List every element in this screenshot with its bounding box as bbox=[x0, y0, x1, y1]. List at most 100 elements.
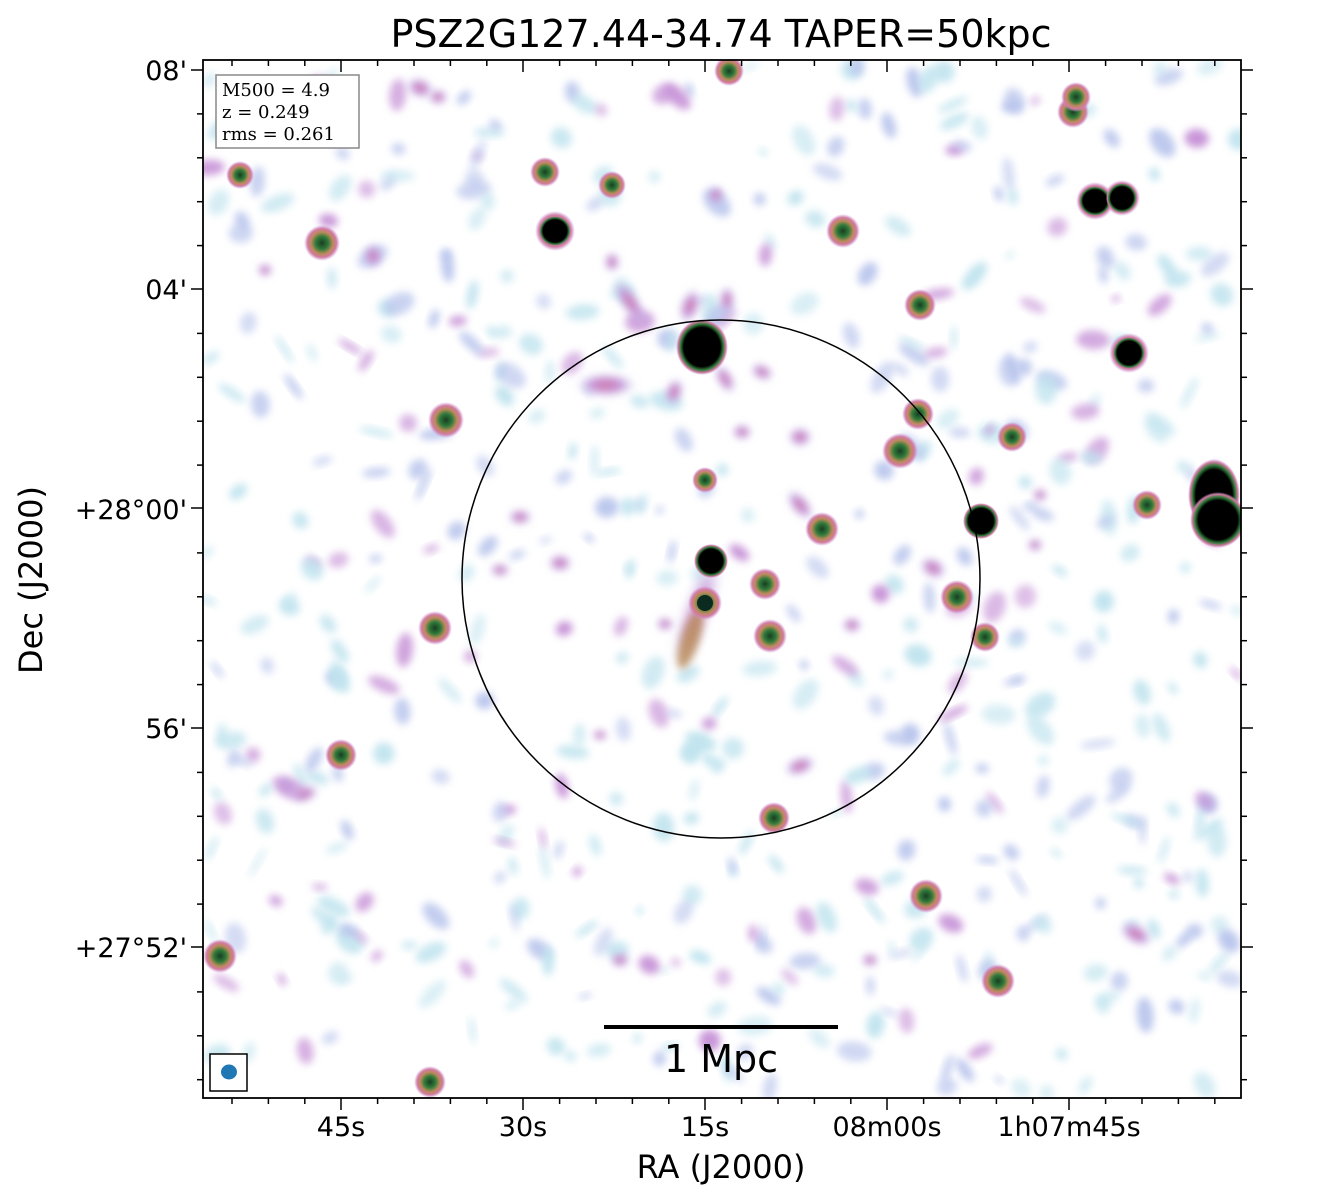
noise-blob bbox=[500, 269, 514, 283]
noise-blob bbox=[768, 854, 784, 874]
noise-blob bbox=[806, 556, 829, 579]
noise-blob bbox=[456, 180, 492, 200]
beam-ellipse bbox=[221, 1064, 237, 1080]
noise-blob bbox=[317, 895, 350, 918]
noise-blob bbox=[260, 657, 274, 674]
noise-blob bbox=[573, 723, 586, 746]
noise-blob bbox=[637, 493, 648, 514]
noise-blob bbox=[305, 770, 330, 785]
noise-blob bbox=[203, 351, 220, 365]
noise-blob bbox=[984, 424, 995, 435]
noise-blob bbox=[553, 840, 564, 860]
tailed-source-tail bbox=[677, 611, 703, 669]
noise-blob bbox=[994, 1075, 1004, 1084]
noise-blob bbox=[327, 267, 337, 289]
radio-source bbox=[997, 422, 1027, 452]
noise-blob bbox=[888, 941, 895, 954]
noise-blob bbox=[1109, 767, 1133, 791]
noise-blob bbox=[1207, 951, 1230, 975]
faint-emission bbox=[548, 554, 572, 572]
noise-blob bbox=[1096, 246, 1115, 269]
radio-source bbox=[598, 171, 626, 199]
noise-blob bbox=[808, 1028, 830, 1049]
noise-blob bbox=[1075, 640, 1095, 661]
radio-source bbox=[758, 802, 790, 834]
noise-blob bbox=[495, 385, 515, 407]
noise-blob bbox=[575, 920, 598, 938]
noise-blob bbox=[1096, 515, 1115, 529]
noise-blob bbox=[688, 779, 700, 801]
noise-blob bbox=[956, 954, 968, 983]
noise-blob bbox=[968, 467, 984, 486]
noise-blob bbox=[539, 536, 552, 545]
noise-blob bbox=[1195, 868, 1209, 898]
noise-blob bbox=[508, 549, 526, 560]
noise-blob bbox=[648, 698, 670, 728]
faint-emission bbox=[788, 427, 812, 447]
radio-source bbox=[203, 939, 237, 973]
noise-blob bbox=[1025, 692, 1056, 719]
bright-radio-source bbox=[694, 544, 728, 578]
noise-blob bbox=[456, 90, 471, 105]
noise-blob bbox=[422, 902, 450, 930]
noise-blob bbox=[805, 210, 826, 228]
noise-blob bbox=[829, 96, 845, 122]
noise-blob bbox=[756, 987, 781, 1006]
noise-blob bbox=[1167, 681, 1179, 695]
noise-blob bbox=[737, 1044, 754, 1061]
noise-blob bbox=[1013, 676, 1022, 685]
noise-blob bbox=[296, 1037, 314, 1065]
x-tick-label: 15s bbox=[681, 1112, 729, 1143]
faint-emission bbox=[613, 280, 647, 324]
noise-blob bbox=[1080, 739, 1116, 749]
noise-blob bbox=[306, 343, 318, 362]
noise-blob bbox=[813, 963, 835, 978]
noise-blob bbox=[207, 189, 230, 216]
noise-blob bbox=[355, 892, 374, 912]
noise-blob bbox=[667, 540, 676, 564]
noise-blob bbox=[1009, 868, 1027, 897]
noise-blob bbox=[248, 847, 266, 878]
noise-blob bbox=[602, 345, 624, 369]
noise-blob bbox=[564, 1050, 577, 1062]
noise-blob bbox=[555, 469, 573, 485]
noise-blob bbox=[338, 923, 358, 937]
noise-blob bbox=[938, 914, 964, 933]
radio-source bbox=[902, 398, 934, 430]
noise-blob bbox=[539, 845, 550, 879]
noise-blob bbox=[944, 721, 957, 756]
noise-blob bbox=[937, 96, 968, 113]
noise-blob bbox=[771, 981, 786, 996]
noise-blob bbox=[1078, 1076, 1093, 1095]
noise-blob bbox=[1014, 584, 1036, 608]
noise-blob bbox=[918, 66, 939, 93]
noise-blob bbox=[329, 174, 352, 201]
noise-blob bbox=[1111, 295, 1121, 303]
bright-radio-source bbox=[676, 319, 728, 375]
noise-blob bbox=[673, 899, 694, 924]
noise-blob bbox=[656, 570, 678, 586]
noise-blob bbox=[408, 459, 428, 480]
noise-blob bbox=[1230, 605, 1241, 616]
noise-blob bbox=[1201, 323, 1214, 334]
noise-blob bbox=[787, 190, 804, 206]
noise-blob bbox=[1005, 251, 1015, 259]
noise-blob bbox=[213, 974, 240, 992]
chart-title: PSZ2G127.44-34.74 TAPER=50kpc bbox=[390, 12, 1051, 56]
noise-blob bbox=[1227, 128, 1241, 150]
noise-blob bbox=[629, 395, 650, 409]
noise-blob bbox=[545, 360, 555, 384]
noise-blob bbox=[1149, 128, 1176, 158]
noise-blob bbox=[1184, 128, 1209, 148]
radio-source bbox=[940, 580, 974, 614]
faint-emission bbox=[1027, 538, 1043, 552]
noise-blob bbox=[203, 545, 214, 559]
noise-blob bbox=[1193, 651, 1208, 669]
noise-blob bbox=[311, 906, 339, 930]
noise-blob bbox=[674, 427, 693, 452]
faint-emission bbox=[919, 556, 947, 580]
noise-blob bbox=[1148, 167, 1160, 181]
noise-blob bbox=[1135, 714, 1151, 738]
noise-blob bbox=[330, 660, 350, 693]
r500-circle bbox=[461, 319, 981, 839]
